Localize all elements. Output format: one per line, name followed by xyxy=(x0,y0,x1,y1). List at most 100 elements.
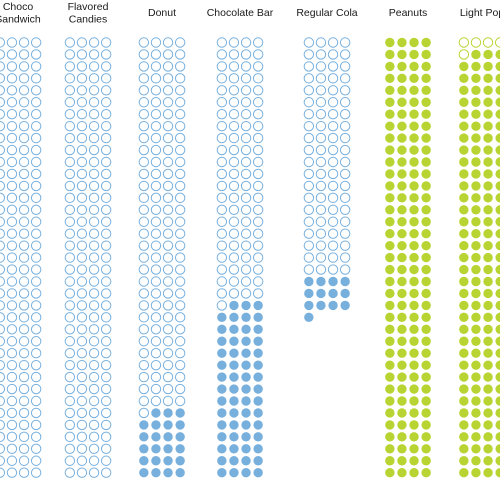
empty-dot xyxy=(30,276,42,287)
empty-dot xyxy=(162,324,174,335)
empty-dot xyxy=(315,132,327,144)
empty-dot xyxy=(162,180,174,192)
filled-dot xyxy=(253,336,263,346)
empty-dot xyxy=(0,180,6,192)
empty-dot xyxy=(228,144,240,156)
filled-dot xyxy=(471,181,481,191)
filled-dot xyxy=(471,324,481,334)
empty-dot xyxy=(30,73,42,84)
empty-dot xyxy=(76,419,88,431)
empty-dot xyxy=(216,180,228,192)
empty-dot xyxy=(162,395,174,407)
filled-dot xyxy=(217,432,227,442)
empty-dot xyxy=(100,73,112,84)
empty-dot xyxy=(216,97,228,108)
empty-dot xyxy=(150,61,162,72)
filled-dot xyxy=(483,157,493,167)
empty-dot xyxy=(76,240,88,251)
filled-dot xyxy=(409,384,419,394)
empty-dot xyxy=(64,240,76,251)
empty-dot xyxy=(88,383,100,395)
filled-dot xyxy=(217,420,227,430)
filled-dot xyxy=(483,468,493,478)
filled-dot xyxy=(495,109,500,119)
filled-dot xyxy=(459,85,469,96)
empty-dot xyxy=(150,240,162,251)
empty-dot xyxy=(339,85,351,96)
empty-dot xyxy=(315,204,327,216)
empty-dot xyxy=(76,300,88,311)
empty-dot xyxy=(240,204,252,216)
filled-dot xyxy=(471,432,481,442)
empty-dot xyxy=(228,73,240,84)
empty-dot xyxy=(88,61,100,72)
empty-dot xyxy=(240,264,252,275)
filled-dot xyxy=(421,348,431,358)
empty-dot xyxy=(30,144,42,156)
empty-dot xyxy=(216,61,228,72)
empty-dot xyxy=(88,240,100,251)
empty-dot xyxy=(64,252,76,263)
filled-dot xyxy=(421,276,431,287)
empty-dot xyxy=(174,371,186,383)
filled-dot xyxy=(340,288,350,299)
filled-dot xyxy=(304,300,314,311)
empty-dot xyxy=(162,359,174,371)
filled-dot xyxy=(253,348,263,358)
filled-dot xyxy=(459,240,469,251)
empty-dot xyxy=(303,49,315,60)
empty-dot xyxy=(162,37,174,48)
filled-dot xyxy=(316,300,326,311)
empty-dot xyxy=(138,85,150,96)
empty-dot xyxy=(252,73,264,84)
empty-dot xyxy=(100,61,112,72)
empty-dot xyxy=(76,228,88,239)
filled-dot xyxy=(495,205,500,215)
empty-dot xyxy=(252,240,264,251)
filled-dot xyxy=(459,133,469,143)
empty-dot xyxy=(88,336,100,347)
empty-dot xyxy=(0,371,6,383)
empty-dot xyxy=(100,204,112,216)
filled-dot xyxy=(241,384,251,394)
empty-dot xyxy=(76,407,88,419)
empty-dot xyxy=(6,97,18,108)
filled-dot xyxy=(409,336,419,346)
filled-dot xyxy=(409,49,419,60)
empty-dot xyxy=(88,120,100,132)
filled-dot xyxy=(217,468,227,478)
empty-dot xyxy=(30,97,42,108)
filled-dot xyxy=(421,145,431,155)
filled-dot xyxy=(340,276,350,287)
filled-dot xyxy=(421,169,431,179)
empty-dot xyxy=(138,192,150,204)
filled-dot xyxy=(397,85,407,96)
empty-dot xyxy=(100,49,112,60)
empty-dot xyxy=(76,312,88,323)
empty-dot xyxy=(64,431,76,443)
empty-dot xyxy=(0,61,6,72)
filled-dot xyxy=(151,432,161,442)
empty-dot xyxy=(216,192,228,204)
empty-dot xyxy=(18,49,30,60)
filled-dot xyxy=(471,408,481,418)
empty-dot xyxy=(252,168,264,180)
filled-dot xyxy=(471,49,481,60)
empty-dot xyxy=(150,204,162,216)
empty-dot xyxy=(150,252,162,263)
filled-dot xyxy=(471,468,481,478)
empty-dot xyxy=(76,120,88,132)
filled-dot xyxy=(421,181,431,191)
empty-dot xyxy=(150,336,162,347)
filled-dot xyxy=(495,384,500,394)
empty-dot xyxy=(100,288,112,299)
filled-dot xyxy=(459,217,469,227)
empty-dot xyxy=(18,168,30,180)
filled-dot xyxy=(471,193,481,203)
empty-dot xyxy=(100,407,112,419)
empty-dot xyxy=(88,348,100,359)
empty-dot xyxy=(339,192,351,204)
filled-dot xyxy=(495,85,500,95)
category-label-line: Peanuts xyxy=(389,7,428,19)
filled-dot xyxy=(253,432,263,442)
